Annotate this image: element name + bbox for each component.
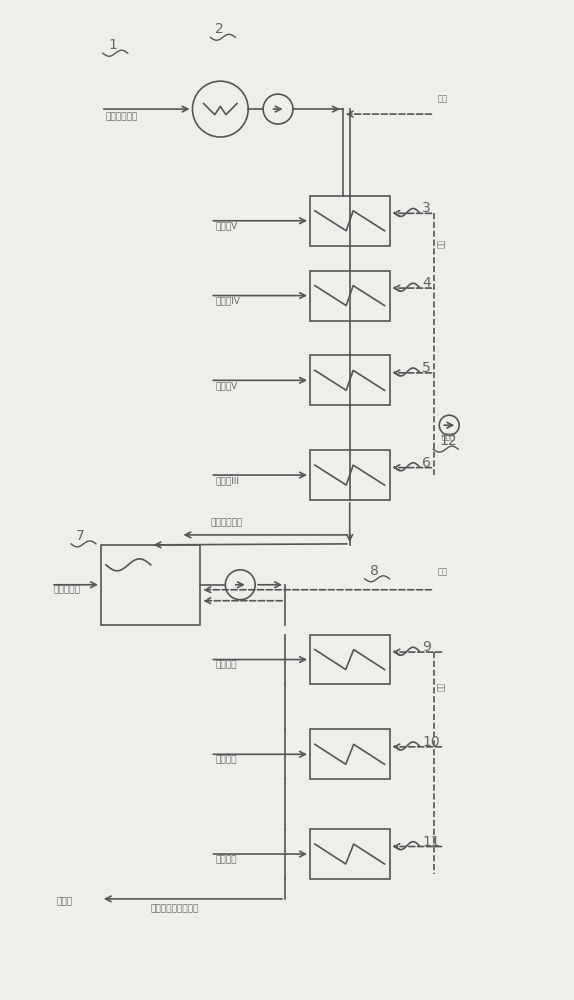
Bar	[310, 635, 390, 684]
Bar	[310, 829, 390, 879]
Bar	[310, 196, 390, 246]
Text: 4: 4	[422, 276, 431, 290]
Text: 加热器一: 加热器一	[215, 855, 237, 864]
Text: 9: 9	[422, 640, 431, 654]
Bar	[310, 271, 390, 320]
Bar	[101, 545, 200, 625]
Text: 7: 7	[76, 529, 85, 543]
Text: 疏水: 疏水	[437, 238, 446, 248]
Text: 5: 5	[422, 361, 431, 375]
Text: 疏水: 疏水	[437, 682, 446, 691]
Text: 凝汽器给水泵送凝水: 凝汽器给水泵送凝水	[150, 904, 199, 913]
Text: 疏水泵: 疏水泵	[441, 432, 455, 441]
Text: 10: 10	[422, 735, 440, 749]
Text: 疏水: 疏水	[437, 568, 447, 577]
Text: 8: 8	[370, 564, 378, 578]
Bar	[310, 450, 390, 500]
Text: 加热器III: 加热器III	[215, 476, 239, 485]
Text: 疏水: 疏水	[437, 94, 447, 103]
Text: 加热器V: 加热器V	[215, 222, 238, 231]
Text: 给水泵汽轮机: 给水泵汽轮机	[106, 112, 138, 121]
Text: 给水泵给水: 给水泵给水	[53, 586, 80, 595]
Text: 凝汽器: 凝汽器	[56, 897, 72, 906]
Bar	[310, 355, 390, 405]
Text: 凝汽器给水泵: 凝汽器给水泵	[211, 518, 243, 527]
Text: 加热器IV: 加热器IV	[215, 297, 241, 306]
Text: 1: 1	[109, 38, 118, 52]
Text: 加热器二: 加热器二	[215, 755, 237, 764]
Text: 加热器V: 加热器V	[215, 381, 238, 390]
Text: 2: 2	[215, 22, 224, 36]
Text: 6: 6	[422, 456, 431, 470]
Text: 12: 12	[439, 434, 457, 448]
Text: 加热器三: 加热器三	[215, 661, 237, 670]
Text: 3: 3	[422, 201, 431, 215]
Text: 11: 11	[422, 835, 440, 849]
Bar	[310, 729, 390, 779]
